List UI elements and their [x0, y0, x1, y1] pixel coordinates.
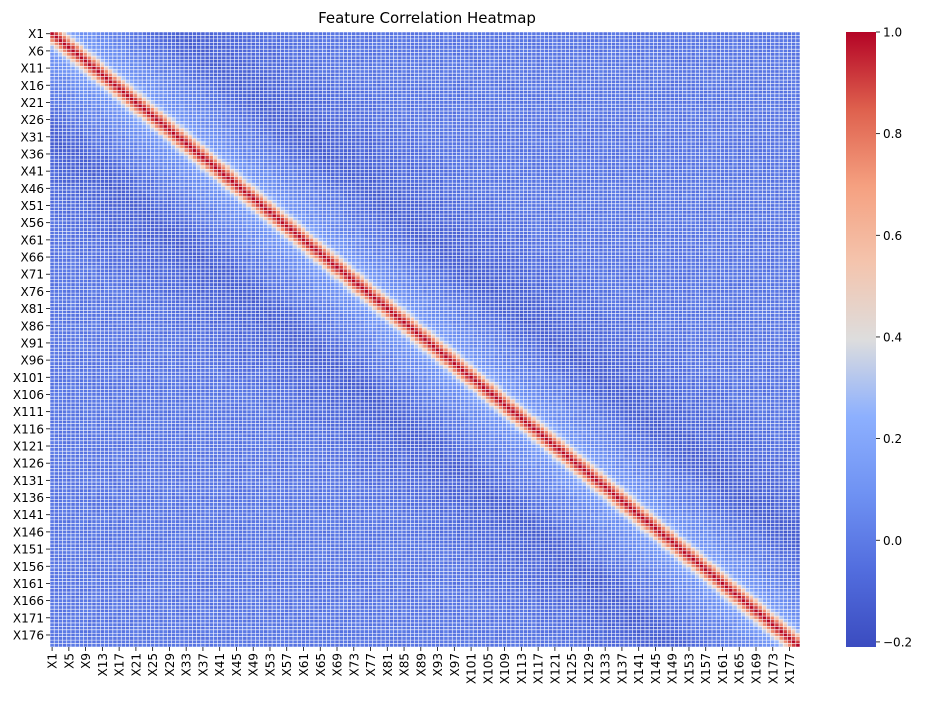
colorbar-tick-label: −0.2: [883, 635, 912, 649]
x-tick-label: X33: [180, 653, 194, 677]
x-tick-label: X69: [331, 653, 345, 677]
y-tick-label: X26: [21, 113, 45, 127]
x-tick-label: X17: [113, 653, 127, 677]
x-tick-label: X173: [766, 653, 780, 684]
y-tick-label: X151: [13, 543, 44, 557]
x-tick-label: X117: [532, 653, 546, 684]
y-tick-label: X11: [21, 62, 45, 76]
y-tick-label: X171: [13, 611, 44, 625]
x-tick-label: X49: [247, 653, 261, 677]
y-tick-label: X16: [21, 79, 45, 93]
y-tick-label: X176: [13, 628, 44, 642]
x-tick-label: X53: [263, 653, 277, 677]
x-tick-label: X65: [314, 653, 328, 677]
x-tick-label: X77: [364, 653, 378, 677]
y-tick-label: X116: [13, 422, 44, 436]
x-tick-label: X109: [498, 653, 512, 684]
colorbar-tick-label: 0.2: [883, 432, 902, 446]
heatmap-grid-lines: [49, 31, 801, 648]
x-tick-label: X153: [682, 653, 696, 684]
y-tick-label: X61: [21, 233, 45, 247]
y-tick-label: X36: [21, 147, 45, 161]
y-tick-label: X166: [13, 594, 44, 608]
y-tick-label: X31: [21, 130, 45, 144]
y-tick-label: X6: [28, 44, 44, 58]
x-tick-label: X145: [649, 653, 663, 684]
x-tick-label: X13: [96, 653, 110, 677]
x-axis: X1 X5 X9 X13 X17 X21 X25 X29 X33 X37 X41 X45 X49 X53 X…: [46, 647, 797, 684]
x-tick-label: X137: [615, 653, 629, 684]
y-tick-label: X141: [13, 508, 44, 522]
y-tick-label: X161: [13, 577, 44, 591]
x-tick-label: X165: [733, 653, 747, 684]
heatmap-cell-matrix: [50, 32, 800, 647]
x-tick-label: X161: [716, 653, 730, 684]
x-tick-label: X129: [582, 653, 596, 684]
x-tick-label: X1: [46, 653, 60, 669]
y-tick-label: X46: [21, 182, 45, 196]
y-tick-label: X71: [21, 268, 45, 282]
x-tick-label: X25: [146, 653, 160, 677]
y-tick-label: X121: [13, 440, 44, 454]
colorbar-tick-label: 1.0: [883, 26, 902, 40]
x-tick-label: X61: [297, 653, 311, 677]
y-tick-label: X91: [21, 336, 45, 350]
y-tick-label: X136: [13, 491, 44, 505]
x-tick-label: X105: [481, 653, 495, 684]
x-tick-label: X37: [196, 653, 210, 677]
y-tick-label: X66: [21, 251, 45, 265]
x-tick-label: X81: [381, 653, 395, 677]
x-tick-label: X157: [699, 653, 713, 684]
y-tick-label: X76: [21, 285, 45, 299]
heatmap-cells: [50, 32, 800, 647]
x-tick-label: X113: [515, 653, 529, 684]
y-tick-label: X21: [21, 96, 45, 110]
colorbar-gradient: [846, 32, 876, 647]
x-tick-label: X121: [548, 653, 562, 684]
colorbar-tick-label: 0.4: [883, 330, 902, 344]
x-tick-label: X141: [632, 653, 646, 684]
y-tick-label: X56: [21, 216, 45, 230]
x-tick-label: X85: [398, 653, 412, 677]
y-tick-label: X1: [28, 27, 44, 41]
x-tick-label: X89: [414, 653, 428, 677]
y-tick-label: X111: [13, 405, 44, 419]
y-tick-label: X81: [21, 302, 45, 316]
x-tick-label: X5: [62, 653, 76, 669]
y-tick-label: X146: [13, 525, 44, 539]
x-tick-label: X45: [230, 653, 244, 677]
colorbar-tick-label: 0.6: [883, 229, 902, 243]
x-tick-label: X101: [465, 653, 479, 684]
y-axis: X1 X6 X11 X16 X21 X26 X31 X36 X41 X46 X51 X56 X61 X66…: [13, 27, 50, 642]
colorbar-tick-label: 0.0: [883, 534, 902, 548]
y-tick-label: X41: [21, 165, 45, 179]
y-tick-label: X101: [13, 371, 44, 385]
y-tick-label: X126: [13, 457, 44, 471]
x-tick-label: X41: [213, 653, 227, 677]
chart-title: Feature Correlation Heatmap: [318, 9, 536, 27]
x-tick-label: X169: [750, 653, 764, 684]
x-tick-label: X21: [129, 653, 143, 677]
x-tick-label: X97: [448, 653, 462, 677]
y-tick-label: X51: [21, 199, 45, 213]
x-tick-label: X149: [666, 653, 680, 684]
colorbar-tick-label: 0.8: [883, 127, 902, 141]
x-tick-label: X9: [79, 653, 93, 669]
y-tick-label: X86: [21, 319, 45, 333]
x-tick-label: X125: [565, 653, 579, 684]
x-tick-label: X57: [280, 653, 294, 677]
y-tick-label: X106: [13, 388, 44, 402]
x-tick-label: X29: [163, 653, 177, 677]
x-tick-label: X93: [431, 653, 445, 677]
y-tick-label: X131: [13, 474, 44, 488]
y-tick-label: X156: [13, 560, 44, 574]
colorbar: −0.2 0.0 0.2 0.4 0.6 0.8 1.0: [846, 26, 912, 649]
x-tick-label: X73: [347, 653, 361, 677]
x-tick-label: X133: [599, 653, 613, 684]
cell-grid-lines: [49, 31, 801, 648]
x-tick-label: X177: [783, 653, 797, 684]
y-tick-label: X96: [21, 354, 45, 368]
